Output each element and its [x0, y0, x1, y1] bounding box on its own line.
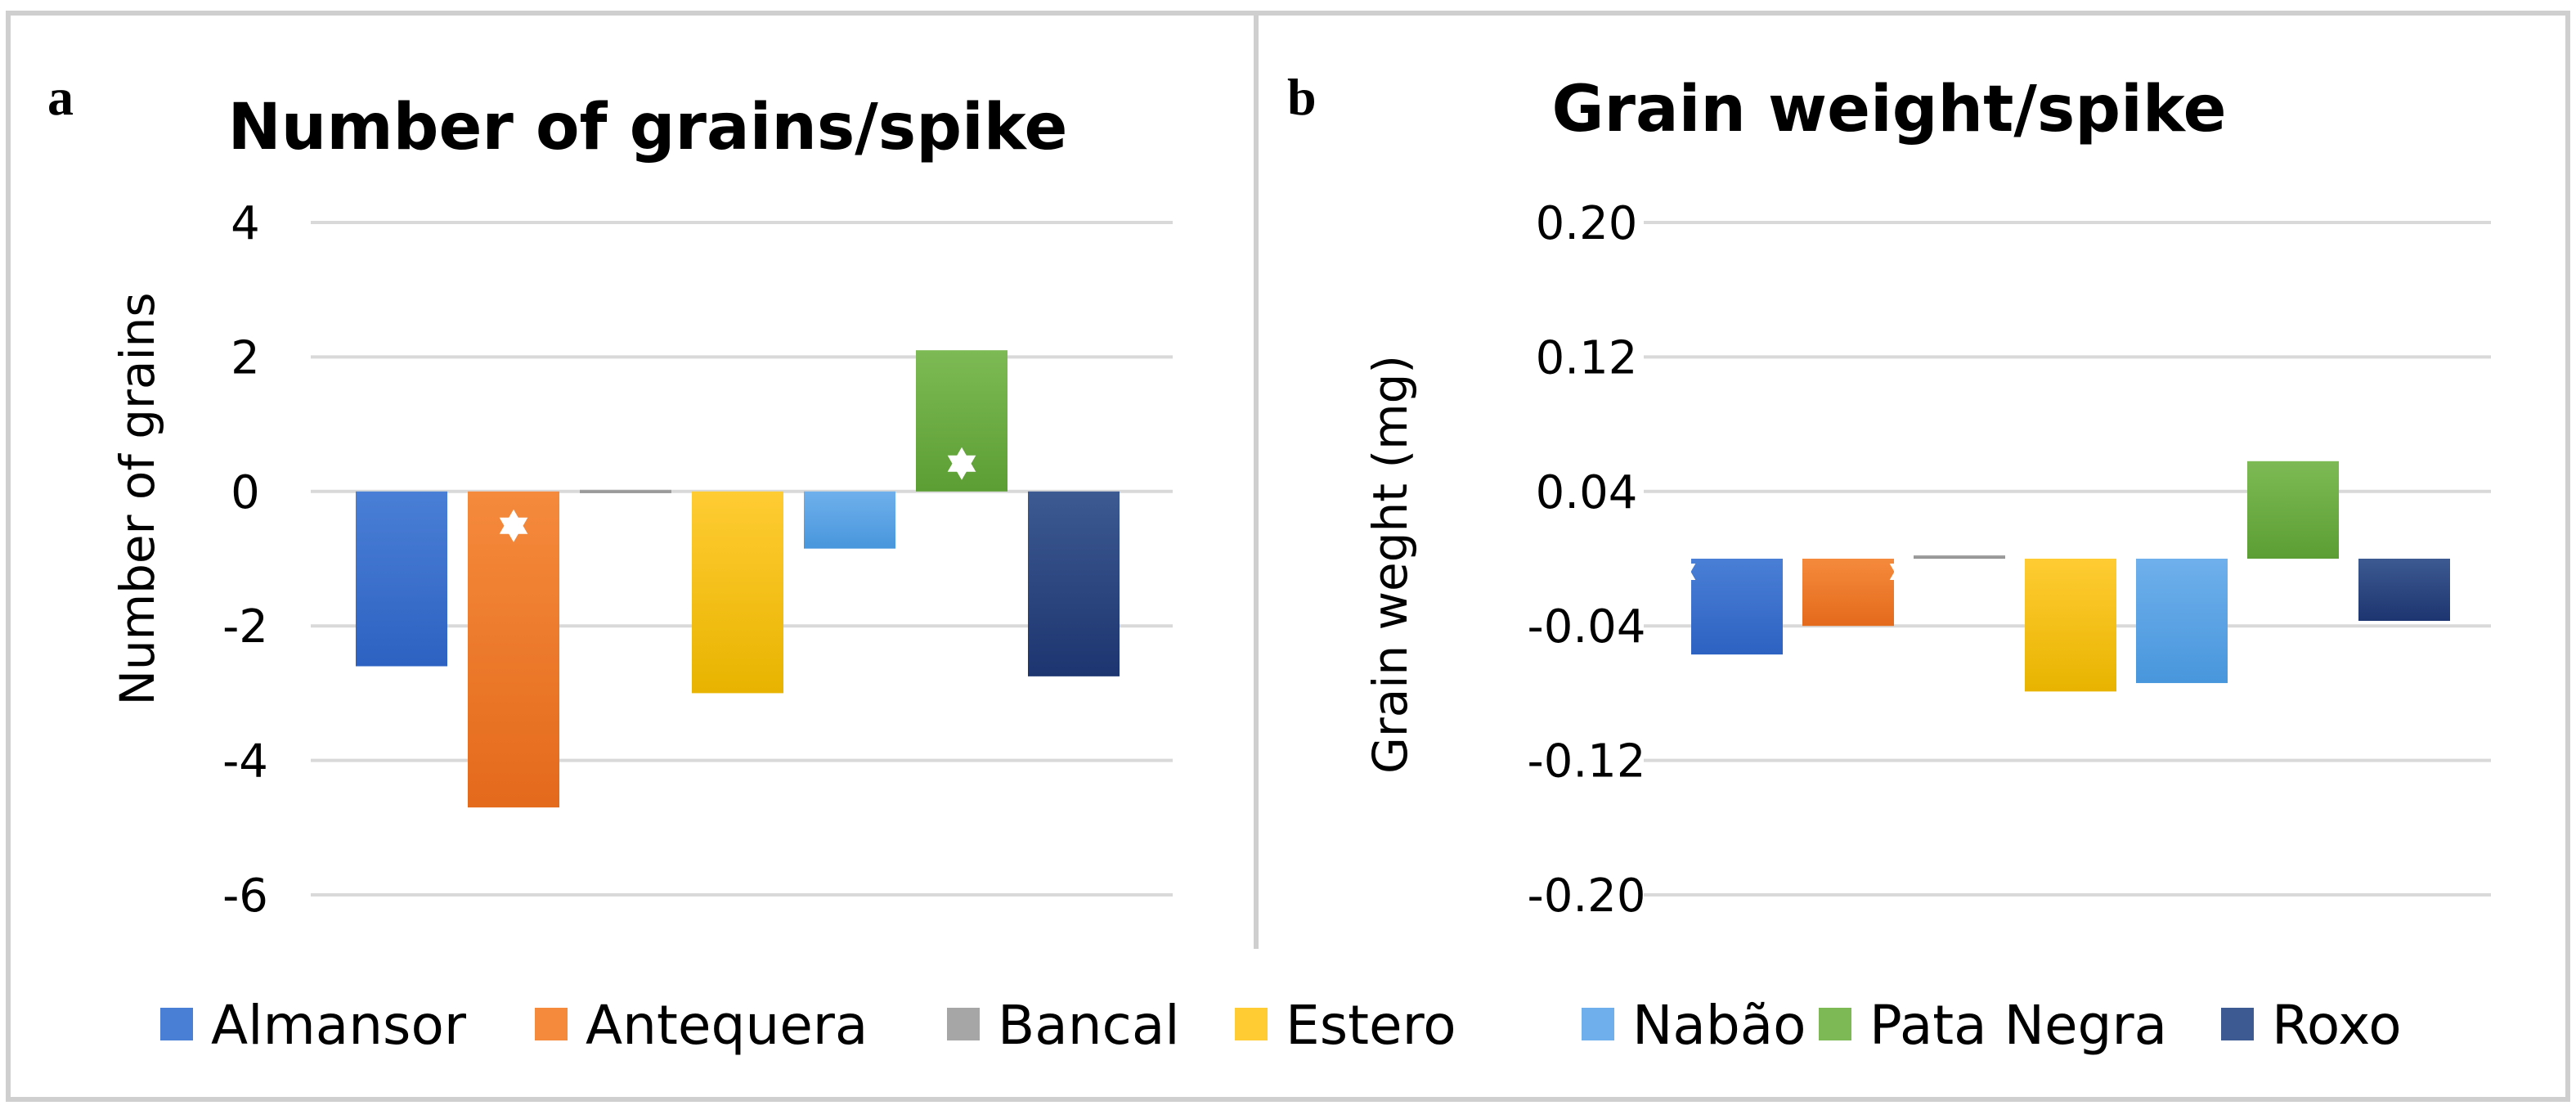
- legend-swatch: [1819, 1008, 1851, 1040]
- panel-a-ytick-label: -6: [222, 870, 268, 923]
- panel-b-bar-nabao: [2136, 559, 2228, 684]
- panel-a-bar-nabao: [804, 491, 895, 549]
- legend-item-pata-negra: Pata Negra: [1819, 994, 2167, 1057]
- panel-b-significance-star-almansor: [1667, 555, 1696, 588]
- panel-a-ytick-label: -4: [222, 735, 268, 789]
- legend-label: Nabão: [1632, 994, 1806, 1057]
- legend-swatch: [160, 1008, 193, 1040]
- legend-swatch: [2221, 1008, 2254, 1040]
- panel-a-chart: a Number of grains/spike Number of grain…: [47, 68, 1173, 923]
- panel-a-ytick-label: 4: [231, 197, 260, 250]
- panel-b-chart: b Grain weight/spike Grain weght (mg) 0.…: [1287, 68, 2491, 923]
- legend-label: Estero: [1286, 994, 1456, 1057]
- legend-swatch: [1235, 1008, 1268, 1040]
- panel-b-ytick-label: -0.04: [1528, 600, 1646, 654]
- panel-a-bar-almansor: [356, 491, 447, 667]
- legend-item-antequera: Antequera: [535, 994, 868, 1057]
- panel-a-ytick-label: 2: [231, 331, 260, 384]
- legend-swatch: [1582, 1008, 1614, 1040]
- panel-a-title: Number of grains/spike: [228, 91, 1068, 164]
- panel-a-significance-star-antequera: [499, 509, 528, 542]
- legend-label: Pata Negra: [1869, 994, 2167, 1057]
- panel-a-letter: a: [47, 68, 74, 126]
- panel-a-ytick-label: 0: [231, 466, 260, 519]
- panel-a-ytick-label: -2: [222, 600, 268, 654]
- panel-b-ytick-label: 0.20: [1536, 197, 1638, 250]
- panel-a-bar-roxo: [1028, 491, 1120, 676]
- legend-item-nabao: Nabão: [1582, 994, 1806, 1057]
- panel-b-bar-roxo: [2358, 559, 2450, 622]
- panel-b-ylabel: Grain weght (mg): [1362, 355, 1418, 774]
- legend-swatch: [535, 1008, 568, 1040]
- legend-swatch: [947, 1008, 980, 1040]
- legend-label: Roxo: [2272, 994, 2402, 1057]
- legend-label: Bancal: [998, 994, 1180, 1057]
- panel-b-bar-estero: [2025, 559, 2116, 692]
- panel-a-bar-estero: [692, 491, 783, 694]
- legend-item-bancal: Bancal: [947, 994, 1180, 1057]
- panel-a-significance-star-pata-negra: [947, 447, 976, 480]
- panel-a-bar-antequera: [468, 491, 559, 808]
- legend-item-estero: Estero: [1235, 994, 1456, 1057]
- panel-b-letter: b: [1287, 68, 1317, 126]
- panel-b-ytick-label: -0.12: [1528, 735, 1646, 789]
- legend-item-almansor: Almansor: [160, 994, 467, 1057]
- panel-b-ytick-label: -0.20: [1528, 870, 1646, 923]
- legend-label: Almansor: [211, 994, 467, 1057]
- legend-item-roxo: Roxo: [2221, 994, 2402, 1057]
- panel-b-bar-pata-negra: [2247, 461, 2339, 559]
- legend-label: Antequera: [586, 994, 868, 1057]
- panel-b-bar-antequera: [1802, 559, 1894, 627]
- panel-b-significance-star-bancal: [1889, 555, 1919, 588]
- panel-b-ytick-label: 0.04: [1536, 466, 1638, 519]
- panel-b-title: Grain weight/spike: [1551, 73, 2226, 146]
- panel-b-bar-almansor: [1691, 559, 1783, 655]
- panel-a-bar-bancal: [580, 489, 671, 493]
- panel-b-ytick-label: 0.12: [1536, 331, 1638, 384]
- panel-a-ylabel: Number of grains: [110, 292, 165, 705]
- panel-b-bar-bancal: [1914, 555, 2005, 559]
- legend: Almansor Antequera Bancal Estero Nabão Pata N…: [160, 994, 2402, 1057]
- figure-border: [6, 11, 2570, 1102]
